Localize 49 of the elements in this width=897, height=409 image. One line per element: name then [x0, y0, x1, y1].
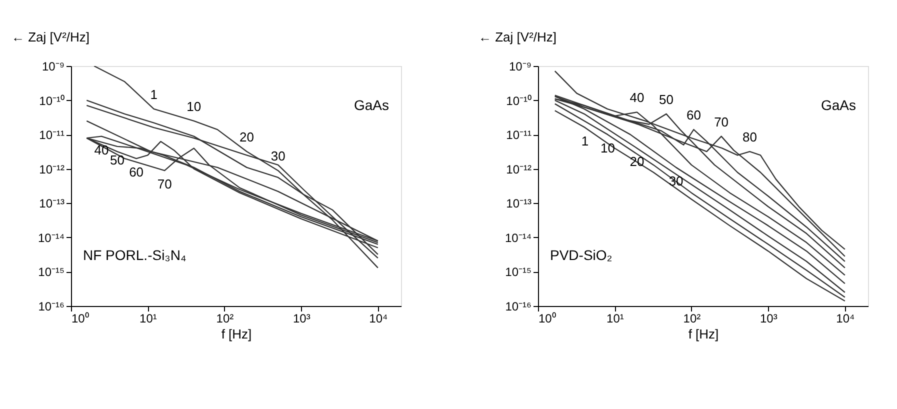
y-tick-label: 10⁻¹⁴	[38, 230, 64, 245]
annotation: 70	[714, 114, 729, 130]
y-tick-label: 10⁻¹⁵	[38, 265, 65, 280]
y-tick-label: 10⁻¹⁶	[505, 300, 532, 314]
x-tick-label: 10¹	[140, 312, 157, 326]
y-tick-label: 10⁻¹⁰	[506, 94, 532, 108]
annotation: 40	[630, 90, 644, 106]
y-tick-label: 10⁻⁹	[42, 60, 64, 74]
y-tick-label: 10⁻¹⁴	[505, 230, 532, 245]
x-tick-label: 10³	[293, 312, 310, 326]
y-tick-label: 10⁻¹³	[39, 196, 64, 211]
x-tick-label: 10³	[760, 312, 778, 326]
y-tick-label: 10⁻⁹	[509, 60, 532, 74]
annotation: 80	[742, 130, 757, 145]
x-tick-label: 10¹	[606, 312, 624, 326]
y-axis-title: ← Zaj [V²/Hz]	[12, 30, 90, 44]
annotation: 1	[581, 134, 589, 149]
annotation: 50	[659, 92, 674, 107]
y-tick-label: 10⁻¹³	[506, 196, 532, 211]
y-tick-label: 10⁻¹⁶	[38, 300, 65, 314]
y-tick-label: 10⁻¹²	[39, 162, 64, 176]
annotation: GaAs	[820, 97, 856, 113]
y-tick-label: 10⁻¹¹	[39, 128, 64, 142]
annotation: 20	[239, 130, 254, 145]
y-axis-title: ← Zaj [V²/Hz]	[478, 30, 557, 44]
annotation: 60	[129, 164, 144, 180]
x-tick-label: 10²	[216, 312, 234, 326]
x-tick-label: 10⁴	[369, 312, 388, 326]
x-tick-label: 10⁴	[836, 312, 855, 326]
x-axis-title: f [Hz]	[688, 326, 719, 342]
x-tick-label: 10²	[683, 312, 701, 326]
annotation: 1	[150, 86, 158, 102]
y-tick-label: 10⁻¹⁵	[505, 265, 532, 280]
annotation: 30	[270, 148, 286, 164]
y-tick-label: 10⁻¹⁰	[39, 94, 64, 108]
annotation: 10	[600, 140, 615, 156]
annotation: 50	[110, 152, 124, 168]
annotation: 70	[157, 176, 172, 192]
x-tick-label: 10⁰	[538, 312, 556, 326]
annotation: 60	[686, 108, 701, 123]
annotation: 40	[94, 142, 109, 158]
annotation: PVD-SiO₂	[550, 247, 612, 263]
x-axis-title: f [Hz]	[221, 326, 252, 342]
annotation: NF PORL.-Si₃N₄	[83, 247, 186, 263]
y-tick-label: 10⁻¹²	[506, 162, 532, 176]
annotation: 10	[186, 98, 202, 114]
y-tick-label: 10⁻¹¹	[506, 128, 532, 142]
annotation: GaAs	[354, 97, 389, 113]
x-tick-label: 10⁰	[72, 312, 89, 326]
